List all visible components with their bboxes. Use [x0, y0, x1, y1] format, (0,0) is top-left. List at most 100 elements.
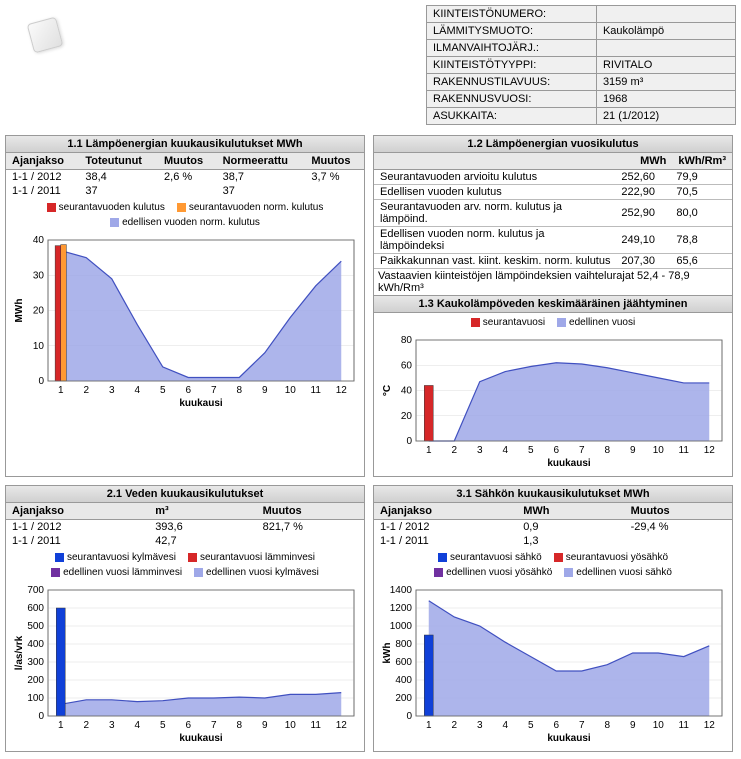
svg-text:9: 9 — [262, 720, 268, 731]
svg-text:200: 200 — [395, 693, 412, 704]
chart-2-1-svg: 0100200300400500600700123456789101112kuu… — [10, 584, 362, 744]
svg-text:300: 300 — [27, 657, 44, 668]
col-header: Muutos — [305, 153, 364, 170]
svg-text:12: 12 — [336, 385, 348, 396]
legend-label: seurantavuoden kulutus — [59, 202, 165, 213]
svg-text:9: 9 — [262, 385, 268, 396]
svg-text:kuukausi: kuukausi — [547, 458, 591, 469]
cell: 0,9 — [517, 520, 624, 535]
svg-text:6: 6 — [185, 385, 191, 396]
panel-1-2-title: 1.2 Lämpöenergian vuosikulutus — [374, 136, 732, 153]
panel-3-1-title: 3.1 Sähkön kuukausikulutukset MWh — [374, 486, 732, 503]
panel-1-3: 1.3 Kaukolämpöveden keskimääräinen jääht… — [373, 295, 733, 477]
legend-swatch — [110, 218, 119, 227]
legend-label: edellinen vuosi lämminvesi — [63, 567, 182, 578]
cell: 821,7 % — [257, 520, 364, 535]
svg-text:100: 100 — [27, 693, 44, 704]
svg-text:3: 3 — [109, 720, 115, 731]
svg-text:500: 500 — [27, 621, 44, 632]
legend-item: seurantavuoden kulutus — [47, 202, 165, 213]
pin-icon-area — [5, 5, 85, 65]
cell: 42,7 — [149, 534, 256, 548]
legend-item: edellisen vuoden norm. kulutus — [110, 217, 260, 228]
legend-label: seurantavuosi yösähkö — [566, 552, 668, 563]
cell: 37 — [79, 184, 158, 198]
svg-text:1000: 1000 — [390, 621, 413, 632]
legend-swatch — [194, 568, 203, 577]
panel-3-1-legend: seurantavuosi sähkö seurantavuosi yösähkö… — [374, 548, 732, 582]
panel-3-1-chart: 0200400600800100012001400123456789101112… — [374, 582, 732, 751]
svg-text:9: 9 — [630, 720, 636, 731]
legend-label: edellisen vuoden norm. kulutus — [122, 217, 260, 228]
panel-3-1: 3.1 Sähkön kuukausikulutukset MWh Ajanja… — [373, 485, 733, 752]
legend-item: edellinen vuosi yösähkö — [434, 567, 552, 578]
legend-swatch — [47, 203, 56, 212]
svg-text:200: 200 — [27, 675, 44, 686]
svg-text:11: 11 — [679, 445, 690, 456]
panel-1-3-title: 1.3 Kaukolämpöveden keskimääräinen jääht… — [374, 296, 732, 313]
svg-text:8: 8 — [604, 445, 610, 456]
cell: 1-1 / 2011 — [6, 534, 149, 548]
panel-2-1-title: 2.1 Veden kuukausikulutukset — [6, 486, 364, 503]
svg-text:12: 12 — [704, 720, 716, 731]
col-header: Muutos — [625, 503, 732, 520]
legend-swatch — [557, 318, 566, 327]
svg-text:400: 400 — [27, 639, 44, 650]
svg-text:9: 9 — [630, 445, 636, 456]
col-header: Muutos — [158, 153, 217, 170]
svg-text:1: 1 — [426, 720, 432, 731]
cell — [257, 534, 364, 548]
legend-label: edellinen vuosi — [569, 317, 635, 328]
svg-text:2: 2 — [451, 720, 457, 731]
legend-swatch — [564, 568, 573, 577]
legend-item: seurantavuosi sähkö — [438, 552, 542, 563]
svg-text:10: 10 — [33, 341, 45, 352]
info-label: ILMANVAIHTOJÄRJ.: — [427, 40, 597, 57]
svg-text:80: 80 — [401, 335, 413, 346]
legend-label: edellinen vuosi yösähkö — [446, 567, 552, 578]
cell — [158, 184, 217, 198]
svg-text:kWh: kWh — [382, 642, 393, 663]
svg-text:1: 1 — [58, 385, 64, 396]
right-column-1: 1.2 Lämpöenergian vuosikulutus MWhkWh/Rm… — [373, 135, 733, 477]
svg-text:kuukausi: kuukausi — [179, 733, 223, 744]
svg-text:700: 700 — [27, 585, 44, 596]
svg-text:1400: 1400 — [390, 585, 413, 596]
info-value — [596, 40, 735, 57]
legend-swatch — [434, 568, 443, 577]
svg-text:8: 8 — [236, 720, 242, 731]
svg-text:0: 0 — [38, 376, 44, 387]
info-label: KIINTEISTÖTYYPPI: — [427, 57, 597, 74]
legend-label: seurantavuoden norm. kulutus — [189, 202, 324, 213]
svg-text:kuukausi: kuukausi — [179, 398, 223, 409]
legend-label: edellinen vuosi sähkö — [576, 567, 672, 578]
panel-1-1-legend: seurantavuoden kulutus seurantavuoden nor… — [6, 198, 364, 232]
cell: -29,4 % — [625, 520, 732, 535]
panel-2-1-chart: 0100200300400500600700123456789101112kuu… — [6, 582, 364, 751]
col-header: Normeerattu — [217, 153, 306, 170]
svg-text:4: 4 — [134, 720, 140, 731]
info-value: 21 (1/2012) — [596, 108, 735, 125]
legend-swatch — [55, 553, 64, 562]
svg-text:1: 1 — [58, 720, 64, 731]
svg-text:11: 11 — [311, 385, 322, 396]
svg-text:10: 10 — [653, 445, 665, 456]
cell: 1-1 / 2011 — [374, 534, 517, 548]
col-header: Ajanjakso — [6, 503, 149, 520]
info-label: KIINTEISTÖNUMERO: — [427, 6, 597, 23]
svg-text:0: 0 — [38, 711, 44, 722]
svg-text:10: 10 — [285, 385, 297, 396]
svg-text:MWh: MWh — [14, 299, 25, 323]
legend-swatch — [471, 318, 480, 327]
svg-text:6: 6 — [553, 720, 559, 731]
svg-text:10: 10 — [285, 720, 297, 731]
panels-grid: 1.1 Lämpöenergian kuukausikulutukset MWh… — [0, 130, 741, 757]
svg-text:7: 7 — [211, 385, 217, 396]
info-label: ASUKKAITA: — [427, 108, 597, 125]
legend-item: edellinen vuosi kylmävesi — [194, 567, 319, 578]
info-value: Kaukolämpö — [596, 23, 735, 40]
panel-1-3-legend: seurantavuosiedellinen vuosi — [374, 313, 732, 332]
panel-2-1-table: Ajanjaksom³Muutos1-1 / 2012393,6821,7 %1… — [6, 503, 364, 548]
panel-1-2-table: MWhkWh/Rm³Seurantavuoden arvioitu kulutu… — [374, 153, 732, 295]
panel-3-1-table: AjanjaksoMWhMuutos1-1 / 20120,9-29,4 %1-… — [374, 503, 732, 548]
